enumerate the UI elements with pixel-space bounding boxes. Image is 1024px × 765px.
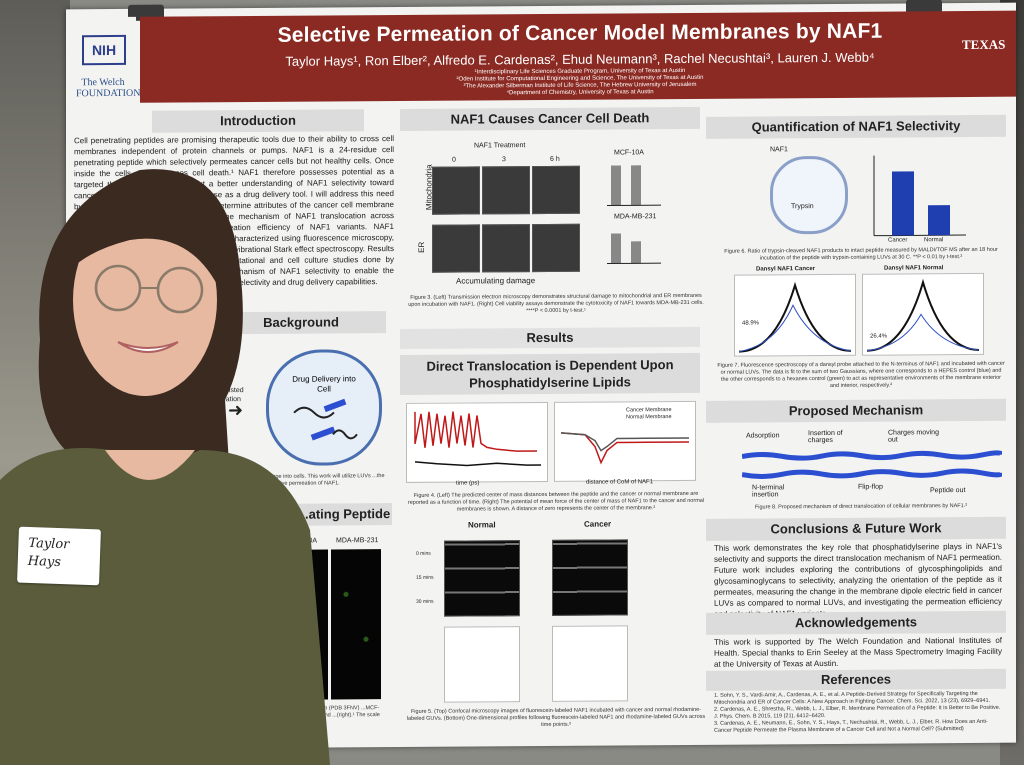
pmf-chart [554, 400, 696, 482]
texas-logo: TEXAS [962, 36, 1006, 53]
conclusions-text: This work demonstrates the key role that… [714, 541, 1002, 619]
mechanism-label: N-terminal insertion [752, 484, 785, 499]
name-tag-line: Hays [27, 553, 62, 571]
spectrum-title: Dansyl NAF1 Cancer [756, 266, 816, 273]
com-distance-chart [406, 401, 548, 483]
translocation-heading: Direct Translocation is Dependent Upon P… [400, 352, 700, 395]
figure7-caption: Figure 7. Fluorescence spectroscopy of a… [717, 360, 1005, 389]
normal-label: Normal [468, 520, 496, 530]
acknowledgements-heading: Acknowledgements [706, 610, 1006, 635]
cleaved-bar-chart [873, 155, 966, 237]
col-label: MDA-MB-231 [336, 537, 379, 545]
viability-charts [607, 165, 661, 265]
mechanism-label: Adsorption [746, 432, 780, 440]
name-tag: Taylor Hays [17, 526, 101, 586]
mechanism-heading: Proposed Mechanism [706, 398, 1006, 423]
time-label: 0 [452, 156, 456, 164]
pmf-xlabel: distance of CoM of NAF1 [586, 479, 654, 486]
spectrum-pct: 48.9% [742, 320, 760, 327]
trypsin-label: Trypsin [791, 203, 814, 211]
mechanism-label: Flip-flop [858, 483, 883, 491]
time-label: 3 [502, 156, 506, 164]
affiliations: ¹Interdisciplinary Life Sciences Graduat… [430, 68, 730, 98]
poster-header: Selective Permeation of Cancer Model Mem… [140, 10, 1016, 103]
tem-image [532, 223, 580, 273]
poster-authors: Taylor Hays¹, Ron Elber², Alfredo E. Car… [285, 49, 875, 69]
figure6-caption: Figure 6. Ratio of trypsin-cleaved NAF1 … [724, 246, 998, 262]
tem-image [482, 166, 530, 215]
presenter-person [0, 169, 330, 765]
bar-category: Normal [924, 237, 944, 244]
row-label: ER [417, 241, 427, 253]
tem-image [432, 166, 480, 215]
conclusions-heading: Conclusions & Future Work [706, 516, 1006, 541]
mechanism-label: Charges moving out [888, 429, 939, 444]
welch-logo: The Welch FOUNDATION [76, 76, 141, 100]
mechanism-label: Insertion of charges [808, 429, 843, 445]
tem-image [432, 224, 480, 273]
figure5-caption: Figure 5. (Top) Confocal microscopy imag… [406, 706, 706, 728]
acknowledgements-text: This work is supported by The Welch Foun… [714, 635, 1002, 669]
profile-plots-cancer [552, 625, 628, 702]
results-heading: Results [400, 326, 700, 349]
time-label: 6 h [550, 155, 560, 163]
cancer-label: Cancer [584, 519, 612, 529]
references-list: 1. Sohn, Y. S., Vardi-Amir, A., Cardenas… [714, 691, 1004, 735]
confocal-grid-cancer [552, 539, 628, 616]
treatment-label: NAF1 Treatment [474, 142, 526, 150]
time-row-label: 30 mins [416, 598, 434, 605]
poster-title: Selective Permeation of Cancer Model Mem… [277, 19, 883, 47]
luv-diagram: Trypsin [770, 155, 848, 235]
naf1-label: NAF1 [770, 146, 788, 154]
research-poster: NIH The Welch FOUNDATION Selective Perme… [66, 0, 1016, 750]
spectrum-title: Dansyl NAF1 Normal [884, 265, 944, 272]
arrow-label: Accumulating damage [456, 276, 536, 286]
legend-entry: Normal Membrane [626, 414, 672, 421]
figure3-caption: Figure 3. (Left) Transmission electron m… [408, 292, 704, 315]
nih-logo: NIH [82, 34, 126, 66]
peptide-icon [293, 398, 358, 441]
time-row-label: 15 mins [416, 574, 434, 581]
mechanism-label: Peptide out [930, 487, 966, 495]
reference-item: 3. Cardenas, A. E., Neumann, E., Sohn, Y… [714, 718, 988, 734]
time-row-label: 0 mins [416, 550, 431, 557]
figure8-caption: Figure 8. Proposed mechanism of direct t… [754, 503, 968, 511]
logo-panel: NIH The Welch FOUNDATION [66, 16, 141, 104]
figure4-caption: Figure 4. (Left) The predicted center of… [407, 490, 705, 513]
spectrum-pct: 26.4% [870, 333, 888, 340]
profile-plots-normal [444, 626, 520, 703]
microscopy-image [331, 549, 381, 700]
introduction-heading: Introduction [152, 109, 364, 133]
tem-image [532, 165, 580, 215]
tem-image [482, 224, 530, 273]
chart-xlabel: time (ps) [456, 480, 480, 487]
confocal-grid-normal [444, 540, 520, 617]
bar-category: Cancer [888, 237, 908, 244]
pmf-legend: Cancer Membrane Normal Membrane [626, 407, 672, 421]
death-heading: NAF1 Causes Cancer Cell Death [400, 106, 700, 131]
drug-delivery-diagram: Drug Delivery into Cell [266, 349, 382, 466]
spectrum-normal [862, 272, 984, 356]
spectrum-cancer [734, 273, 856, 357]
quantification-heading: Quantification of NAF1 Selectivity [706, 114, 1006, 139]
references-heading: References [706, 668, 1006, 691]
mechanism-diagram [742, 450, 1002, 479]
